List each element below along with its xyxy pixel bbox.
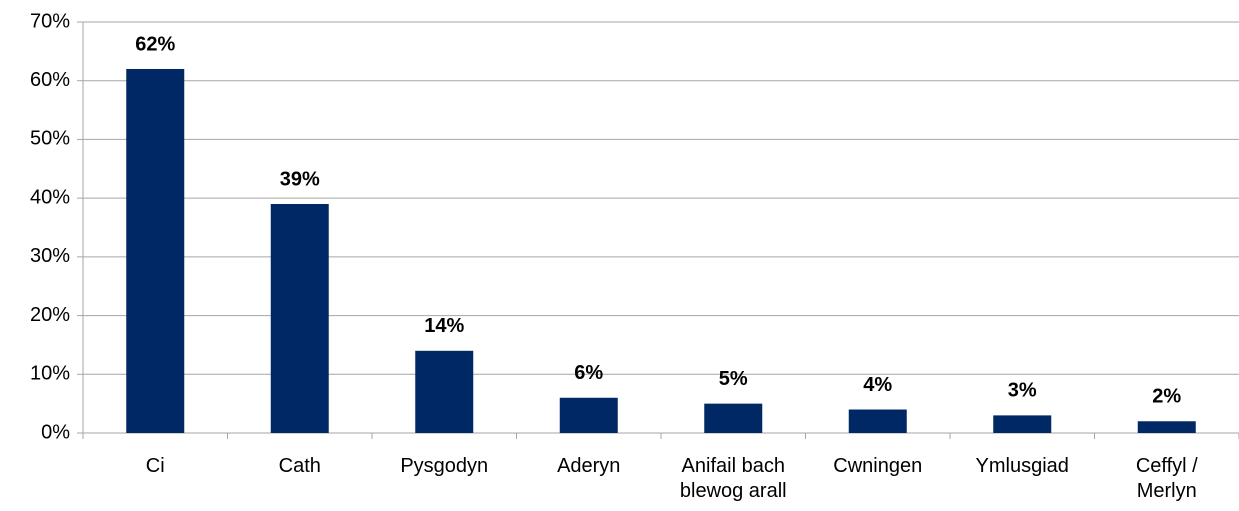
x-tick-label: Cwningen (833, 455, 923, 477)
data-label: 2% (1152, 386, 1181, 408)
y-tick-label: 60% (30, 69, 70, 91)
bar (704, 403, 763, 433)
y-tick-label: 20% (30, 304, 70, 326)
y-tick-label: 10% (30, 363, 70, 385)
bar (559, 397, 618, 433)
y-tick-label: 40% (30, 186, 70, 208)
bar (848, 409, 907, 433)
bar (1137, 421, 1196, 433)
x-tick-label: Ceffyl / Merlyn (1135, 455, 1198, 502)
bar (126, 68, 185, 433)
data-label: 3% (1008, 380, 1037, 402)
y-tick-label: 50% (30, 128, 70, 150)
x-tick-label: Aderyn (557, 455, 621, 477)
data-label: 4% (863, 374, 892, 396)
x-tick-label: Ci (145, 455, 165, 477)
data-label: 5% (719, 368, 748, 390)
data-label: 14% (424, 315, 464, 337)
x-tick-label: Pysgodyn (400, 455, 489, 477)
data-label: 39% (280, 168, 320, 190)
x-tick-label: Ymlusgiad (975, 455, 1069, 477)
data-label: 6% (574, 362, 603, 384)
y-tick-label: 70% (30, 10, 70, 32)
y-tick-label: 0% (41, 421, 70, 443)
data-label: 62% (135, 33, 175, 55)
y-tick-label: 30% (30, 245, 70, 267)
bar (993, 415, 1052, 433)
x-tick-label: Anifail bach blewog arall (679, 455, 787, 502)
x-tick-label: Cath (278, 455, 321, 477)
bar (270, 204, 329, 433)
bar (415, 350, 474, 433)
